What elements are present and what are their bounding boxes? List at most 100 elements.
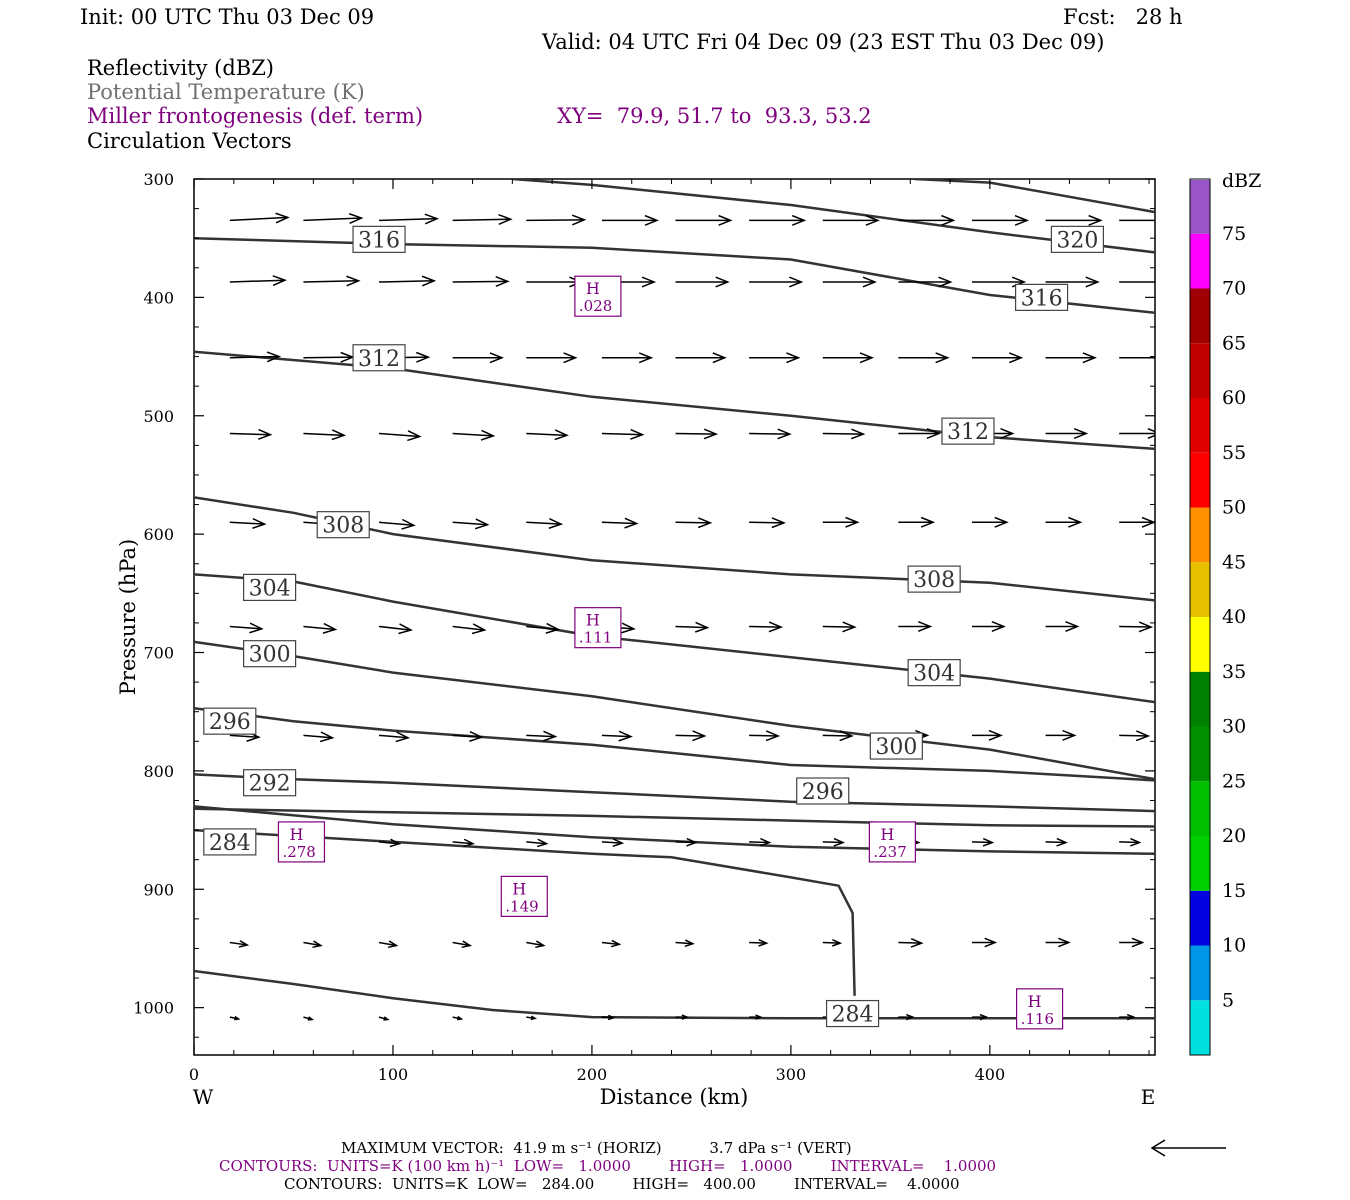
colorbar-level-label: 70 bbox=[1222, 278, 1246, 300]
circulation-vector bbox=[1045, 516, 1083, 528]
circulation-vector bbox=[303, 940, 323, 949]
circulation-vector bbox=[1119, 730, 1151, 742]
valid-time: Valid: 04 UTC Fri 04 Dec 09 (23 EST Thu … bbox=[542, 30, 1105, 54]
frontogenesis-value: .237 bbox=[873, 843, 906, 861]
circulation-vector bbox=[378, 1016, 390, 1021]
circulation-vector bbox=[303, 622, 338, 634]
frontogenesis-high-marker: H bbox=[880, 825, 894, 844]
theta-contour-label: 320 bbox=[1050, 225, 1105, 253]
legend-potential-temperature: Potential Temperature (K) bbox=[87, 80, 365, 104]
circulation-vector bbox=[971, 937, 998, 948]
circulation-vector bbox=[898, 938, 924, 948]
circulation-vector bbox=[749, 428, 792, 440]
theta-contour-label: 312 bbox=[352, 344, 406, 372]
footer-theta-contours: CONTOURS: UNITS=K LOW= 284.00 HIGH= 400.… bbox=[284, 1175, 960, 1193]
x-tick-label: 0 bbox=[189, 1065, 199, 1084]
circulation-vector bbox=[822, 214, 880, 226]
circulation-vector bbox=[749, 517, 786, 529]
y-tick-label: 800 bbox=[143, 762, 174, 781]
circulation-vector bbox=[1045, 352, 1097, 364]
circulation-vector bbox=[229, 428, 273, 440]
colorbar-level-label: 35 bbox=[1222, 661, 1246, 683]
colorbar-level-label: 20 bbox=[1222, 825, 1246, 847]
theta-contour-292 bbox=[194, 773, 1155, 813]
theta-label-text: 320 bbox=[1056, 228, 1098, 253]
y-tick-label: 1000 bbox=[133, 999, 174, 1018]
colorbar-segment bbox=[1190, 343, 1210, 398]
circulation-vector bbox=[526, 214, 587, 226]
circulation-vector bbox=[452, 213, 513, 225]
circulation-vector bbox=[1045, 276, 1100, 288]
circulation-vector bbox=[229, 940, 250, 948]
circulation-vector bbox=[675, 730, 707, 742]
theta-contour-label: 296 bbox=[203, 707, 257, 735]
colorbar-level-label: 25 bbox=[1222, 770, 1246, 792]
circulation-vector bbox=[675, 621, 710, 633]
frontogenesis-value: .111 bbox=[579, 629, 612, 647]
footer-frontogenesis-contours: CONTOURS: UNITS=K (100 km h)⁻¹ LOW= 1.00… bbox=[219, 1157, 997, 1175]
circulation-vector bbox=[601, 1014, 616, 1021]
circulation-vector bbox=[303, 1016, 315, 1021]
circulation-vector bbox=[1045, 729, 1077, 741]
colorbar-level-label: 15 bbox=[1222, 880, 1246, 902]
circulation-vector bbox=[898, 428, 941, 440]
theta-label-text: 312 bbox=[358, 347, 400, 372]
frontogenesis-maximum: H.278 bbox=[277, 821, 326, 863]
circulation-vector bbox=[229, 275, 287, 287]
colorbar-level-label: 5 bbox=[1222, 989, 1234, 1011]
west-label: W bbox=[193, 1085, 214, 1109]
init-time: Init: 00 UTC Thu 03 Dec 09 bbox=[80, 5, 375, 29]
x-tick-label: 400 bbox=[975, 1065, 1006, 1084]
circulation-vector bbox=[379, 213, 440, 225]
circulation-vector bbox=[749, 214, 807, 226]
theta-label-text: 316 bbox=[1021, 286, 1063, 311]
circulation-vector bbox=[303, 213, 364, 225]
circulation-vector bbox=[601, 214, 659, 226]
circulation-vector bbox=[526, 518, 564, 529]
theta-label-text: 292 bbox=[249, 772, 291, 797]
circulation-vector bbox=[675, 352, 727, 364]
theta-contour-label: 300 bbox=[869, 732, 923, 760]
circulation-vector bbox=[452, 276, 510, 288]
circulation-vector bbox=[526, 730, 558, 742]
circulation-vector bbox=[822, 939, 843, 947]
circulation-vector bbox=[822, 352, 875, 364]
theta-contour-308 bbox=[194, 496, 1155, 602]
circulation-vector bbox=[526, 940, 546, 949]
y-tick-label: 300 bbox=[143, 170, 174, 189]
colorbar-segment bbox=[1190, 179, 1210, 234]
legend-circulation-vectors: Circulation Vectors bbox=[87, 129, 292, 153]
circulation-vector bbox=[675, 939, 695, 948]
plot-frame bbox=[193, 178, 1156, 1056]
theta-contour-284 bbox=[194, 805, 1155, 856]
circulation-vector bbox=[822, 276, 877, 288]
circulation-vector bbox=[1119, 837, 1142, 847]
theta-label-text: 316 bbox=[358, 228, 400, 253]
y-tick-label: 600 bbox=[143, 525, 174, 544]
circulation-vector bbox=[452, 518, 490, 530]
max-vector-reference-arrow bbox=[1150, 1139, 1226, 1157]
circulation-vector bbox=[601, 352, 654, 364]
circulation-vector bbox=[749, 1014, 763, 1020]
circulation-vector bbox=[601, 517, 639, 529]
circulation-vector bbox=[229, 1015, 241, 1021]
circulation-vector bbox=[378, 623, 413, 635]
frontogenesis-value: .116 bbox=[1021, 1010, 1054, 1028]
theta-contour-label: 292 bbox=[243, 769, 297, 797]
frontogenesis-high-marker: H bbox=[512, 879, 526, 898]
theta-contour-320 bbox=[512, 179, 1155, 254]
theta-label-text: 312 bbox=[947, 420, 989, 445]
east-label: E bbox=[1141, 1085, 1156, 1109]
colorbar-level-label: 45 bbox=[1222, 551, 1246, 573]
frontogenesis-high-marker: H bbox=[586, 611, 600, 630]
theta-label-text: 304 bbox=[913, 662, 955, 687]
colorbar-level-label: 75 bbox=[1222, 223, 1246, 245]
circulation-vector bbox=[452, 730, 484, 742]
circulation-vector bbox=[1119, 516, 1155, 528]
theta-label-text: 300 bbox=[875, 735, 917, 760]
frontogenesis-maximum: H.237 bbox=[868, 821, 916, 863]
theta-label-text: 296 bbox=[209, 710, 251, 735]
circulation-vector bbox=[1045, 837, 1068, 847]
circulation-vector bbox=[971, 1013, 989, 1021]
